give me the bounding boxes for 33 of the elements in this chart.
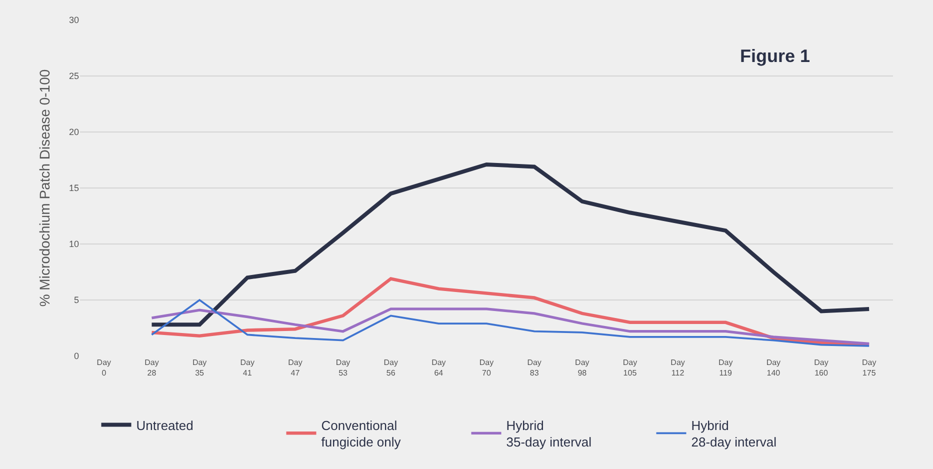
x-tick-label: Day 119 bbox=[718, 358, 733, 378]
y-tick-label: 5 bbox=[74, 295, 79, 306]
legend-label: Untreated bbox=[136, 418, 194, 433]
y-tick-label: 10 bbox=[68, 239, 79, 250]
x-tick-label: Day 175 bbox=[862, 358, 876, 378]
x-tick-label: Day 70 bbox=[479, 358, 494, 378]
y-axis-title: % Microdochium Patch Disease 0-100 bbox=[36, 69, 53, 307]
x-tick-label: Day 160 bbox=[814, 358, 828, 378]
line-series bbox=[150, 308, 870, 345]
y-tick-label: 20 bbox=[68, 127, 79, 138]
x-tick-label: Day 83 bbox=[527, 358, 542, 378]
x-tick-label: Day 53 bbox=[336, 358, 350, 378]
x-tick-label: Day 64 bbox=[432, 358, 446, 378]
y-tick-label: 25 bbox=[68, 71, 79, 82]
x-tick-label: Day 35 bbox=[192, 358, 207, 378]
x-tick-label: Day 140 bbox=[766, 358, 781, 378]
legend-label: Hybrid 35-day interval bbox=[506, 418, 592, 450]
line-series bbox=[150, 299, 870, 347]
y-tick-label: 15 bbox=[68, 183, 79, 194]
legend-label: Hybrid 28-day interval bbox=[691, 418, 777, 450]
annotation: Figure 1 bbox=[740, 46, 810, 66]
x-tick-label: Day 41 bbox=[240, 358, 254, 378]
x-tick-label: Day 105 bbox=[622, 358, 638, 378]
x-tick-label: Day 47 bbox=[288, 358, 302, 378]
line-series bbox=[150, 162, 872, 327]
x-tick-label: Day 112 bbox=[670, 358, 685, 378]
x-tick-label: Day 98 bbox=[575, 358, 590, 378]
x-tick-label: Day 28 bbox=[144, 358, 159, 378]
x-tick-label: Day 56 bbox=[384, 358, 398, 378]
y-tick-label: 0 bbox=[74, 351, 79, 362]
x-tick-label: Day 0 bbox=[96, 358, 112, 378]
legend-label: Conventional fungicide only bbox=[321, 418, 402, 450]
y-tick-label: 30 bbox=[68, 15, 79, 26]
